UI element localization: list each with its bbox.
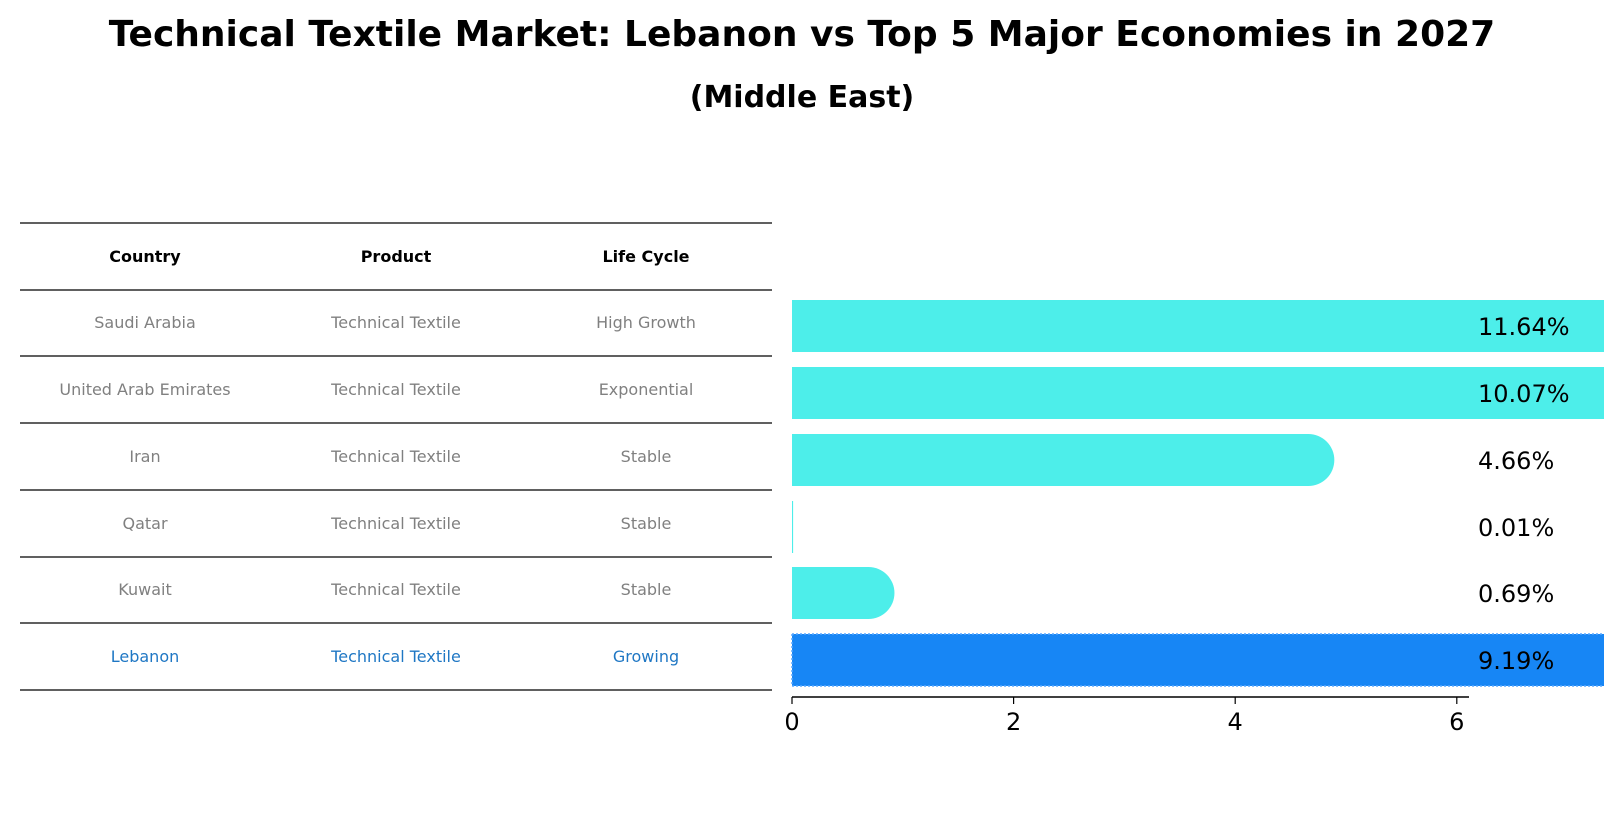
bar-saudi-arabia — [792, 300, 1604, 352]
table-header: Product — [361, 247, 432, 266]
table-cell: Stable — [621, 580, 672, 599]
table-cell: Technical Textile — [330, 313, 461, 332]
value-label: 4.66% — [1478, 447, 1554, 475]
x-tick-label: 4 — [1228, 708, 1243, 736]
x-tick-label: 6 — [1449, 708, 1464, 736]
table-header: Life Cycle — [602, 247, 689, 266]
x-axis: 024681012 — [784, 696, 1469, 736]
bar-united-arab-emirates — [792, 367, 1604, 419]
data-table: Country Product Life Cycle Saudi Arabia Tech… — [20, 222, 772, 691]
bar-qatar — [792, 501, 794, 553]
table-cell: Qatar — [122, 514, 167, 533]
value-label: 10.07% — [1478, 380, 1570, 408]
bar-iran — [792, 434, 1335, 486]
value-label: 9.19% — [1478, 647, 1554, 675]
table-cell: Technical Textile — [330, 380, 461, 399]
table-cell: Iran — [129, 447, 160, 466]
table-cell: Stable — [621, 514, 672, 533]
table-cell: Exponential — [599, 380, 694, 399]
bar-kuwait — [792, 567, 895, 619]
table-cell: Technical Textile — [330, 647, 461, 666]
table-cell: Stable — [621, 447, 672, 466]
chart-title: Technical Textile Market: Lebanon vs Top… — [108, 14, 1496, 55]
table-cell: High Growth — [596, 313, 696, 332]
value-label: 0.69% — [1478, 580, 1554, 608]
x-tick-label: 0 — [784, 708, 799, 736]
chart-subtitle: (Middle East) — [689, 80, 915, 115]
value-label: 11.64% — [1478, 313, 1570, 341]
table-cell: Growing — [613, 647, 679, 666]
bar-lebanon — [791, 633, 1604, 687]
value-label: 0.01% — [1478, 514, 1554, 542]
table-cell: Technical Textile — [330, 447, 461, 466]
table-cell: Saudi Arabia — [94, 313, 196, 332]
value-labels: 11.64% 10.07% 4.66% 0.01% 0.69% 9.19% — [1478, 313, 1570, 675]
table-cell: Lebanon — [111, 647, 180, 666]
table-cell: Technical Textile — [330, 580, 461, 599]
bars — [791, 300, 1604, 687]
table-cell: United Arab Emirates — [59, 380, 230, 399]
x-tick-label: 2 — [1006, 708, 1021, 736]
table-header: Country — [109, 247, 181, 266]
table-cell: Technical Textile — [330, 514, 461, 533]
table-cell: Kuwait — [118, 580, 171, 599]
